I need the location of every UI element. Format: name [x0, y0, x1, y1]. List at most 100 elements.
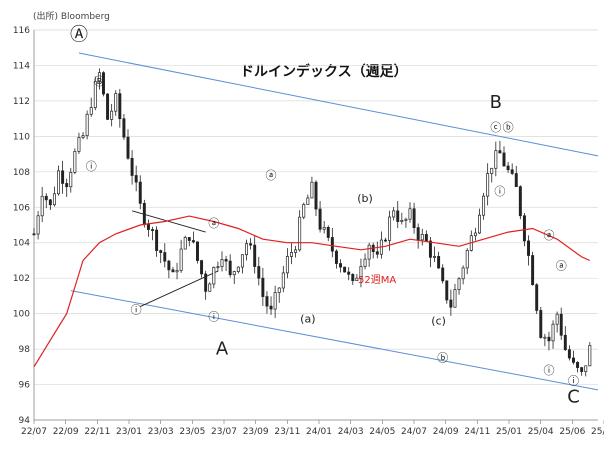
candle-body	[306, 197, 310, 205]
source-label: (出所) Bloomberg	[33, 10, 110, 22]
x-tick-label: 24/05	[369, 427, 395, 437]
y-tick-label: 108	[13, 168, 30, 178]
candle-body	[330, 237, 334, 252]
candle-body	[514, 173, 518, 187]
y-tick-label: 106	[13, 203, 30, 213]
candle-body	[294, 249, 298, 253]
candle-body	[347, 271, 351, 275]
candle-body	[482, 195, 486, 216]
candle-body	[576, 361, 580, 368]
candle-body	[114, 93, 118, 112]
candle-body	[310, 181, 314, 199]
candle-body	[155, 229, 159, 251]
candle-body	[40, 195, 44, 217]
candle-body	[580, 367, 584, 372]
candle-body	[273, 292, 277, 310]
candle-body	[363, 258, 367, 267]
candle-body	[457, 278, 461, 291]
candle-body	[77, 137, 81, 152]
candle-body	[240, 254, 244, 268]
candle-body	[69, 171, 73, 188]
candle-body	[163, 252, 167, 262]
candle-body	[522, 215, 526, 242]
x-tick-label: 22/09	[53, 427, 79, 437]
candle-body	[572, 357, 575, 363]
candle-body	[171, 269, 175, 273]
candle-body	[200, 260, 204, 275]
candle-body	[473, 232, 477, 237]
y-tick-label: 116	[13, 26, 30, 36]
candle-body	[208, 283, 212, 292]
candle-body	[461, 267, 465, 280]
x-tick-label: 24/11	[464, 427, 490, 437]
candle-body	[318, 208, 322, 230]
candle-body	[122, 118, 126, 138]
candle-body	[428, 240, 432, 258]
candle-body	[93, 81, 97, 108]
candle-body	[126, 136, 130, 159]
annotation-label: B	[490, 92, 502, 113]
candle-body	[351, 273, 355, 282]
candle-body	[588, 345, 592, 367]
candle-body	[253, 244, 257, 267]
x-axis-ticks: 22/07 22/09 22/11 23/01 23/03 23/05 23/07 23/09…	[21, 420, 604, 437]
candle-body	[65, 183, 69, 188]
y-tick-label: 96	[19, 381, 31, 391]
candle-body	[106, 93, 110, 120]
candle-body	[36, 215, 40, 235]
y-tick-label: 114	[13, 61, 30, 71]
candle-body	[187, 237, 191, 241]
candle-body	[478, 214, 481, 234]
candle-body	[44, 195, 48, 201]
x-tick-label: 22/07	[21, 427, 47, 437]
candle-body	[359, 266, 363, 279]
candle-body	[232, 271, 236, 276]
candle-body	[437, 256, 441, 269]
candle-body	[494, 150, 498, 169]
candle-body	[367, 244, 371, 260]
candle-body	[539, 310, 543, 338]
annotation-label: Ⓐ	[70, 25, 88, 46]
candle-body	[81, 135, 85, 138]
annotation-label: ⓘ	[494, 185, 505, 198]
candle-body	[559, 313, 563, 336]
candle-body	[257, 266, 261, 279]
chart-title: ドルインデックス（週足）	[240, 63, 408, 80]
candle-body	[498, 150, 502, 154]
y-tick-label: 98	[19, 345, 31, 355]
candle-body	[61, 170, 65, 184]
candle-body	[159, 250, 163, 253]
candle-body	[146, 223, 150, 230]
annotation-label: ⓘ	[568, 375, 579, 388]
candle-body	[453, 289, 457, 308]
candle-body	[151, 229, 154, 231]
x-tick-label: 22/11	[84, 427, 110, 437]
candle-body	[236, 266, 240, 272]
candle-body	[179, 248, 183, 271]
candle-body	[290, 252, 293, 257]
grid	[33, 29, 598, 421]
annotation-label: ⓐ	[266, 169, 277, 182]
candle-body	[281, 272, 285, 289]
candle-body	[212, 266, 216, 285]
candle-body	[302, 204, 306, 218]
candle-body	[563, 334, 567, 351]
y-tick-label: 104	[13, 239, 30, 249]
annotation-label: ⓘ	[208, 311, 219, 324]
candlesticks	[32, 68, 592, 377]
candle-body	[441, 267, 445, 282]
candle-body	[502, 152, 506, 167]
annotation-label: ⓒ	[490, 121, 501, 134]
candle-body	[52, 193, 56, 206]
moving-average	[33, 215, 591, 368]
x-tick-label: 23/05	[179, 427, 205, 437]
candle-body	[167, 260, 171, 271]
candle-body	[531, 255, 535, 286]
candle-body	[118, 93, 122, 120]
y-tick-label: 100	[13, 310, 30, 320]
x-tick-label: 25/08	[591, 427, 604, 437]
candle-body	[355, 277, 359, 282]
candle-body	[584, 365, 588, 372]
annotation-label: (a)	[300, 313, 315, 326]
candle-body	[322, 227, 326, 230]
